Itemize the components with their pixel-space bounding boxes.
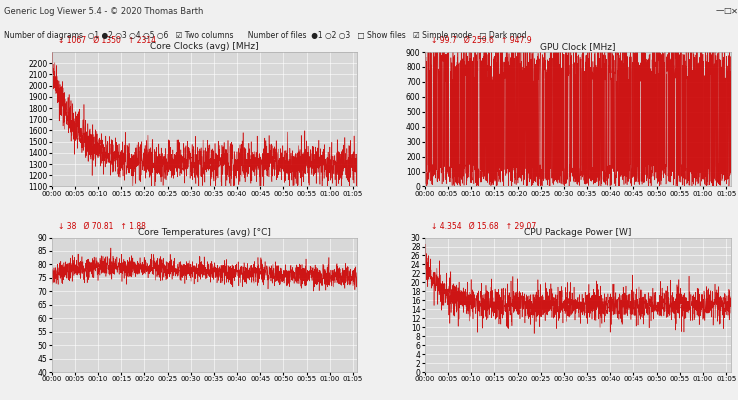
Text: ✕: ✕: [731, 6, 737, 16]
Title: CPU Package Power [W]: CPU Package Power [W]: [524, 228, 632, 237]
Text: ↓ 38   Ø 70.81   ↑ 1.88: ↓ 38 Ø 70.81 ↑ 1.88: [58, 222, 145, 230]
Title: Core Temperatures (avg) [°C]: Core Temperatures (avg) [°C]: [138, 228, 271, 237]
Text: ↓ 1067   Ø 1350   ↑ 2314: ↓ 1067 Ø 1350 ↑ 2314: [58, 36, 156, 45]
Text: ↓ 99.7   Ø 259.6   ↑ 947.9: ↓ 99.7 Ø 259.6 ↑ 947.9: [431, 36, 531, 45]
Text: □: □: [723, 6, 731, 16]
Title: GPU Clock [MHz]: GPU Clock [MHz]: [540, 42, 615, 51]
Text: Generic Log Viewer 5.4 - © 2020 Thomas Barth: Generic Log Viewer 5.4 - © 2020 Thomas B…: [4, 6, 203, 16]
Text: ↓ 4.354   Ø 15.68   ↑ 29.07: ↓ 4.354 Ø 15.68 ↑ 29.07: [431, 222, 536, 230]
Text: Number of diagrams  ○1 ●2 ○3 ○4 ○5 ○6   ☑ Two columns      Number of files  ●1 ○: Number of diagrams ○1 ●2 ○3 ○4 ○5 ○6 ☑ T…: [4, 30, 526, 40]
Text: —: —: [716, 6, 724, 16]
Title: Core Clocks (avg) [MHz]: Core Clocks (avg) [MHz]: [151, 42, 259, 51]
